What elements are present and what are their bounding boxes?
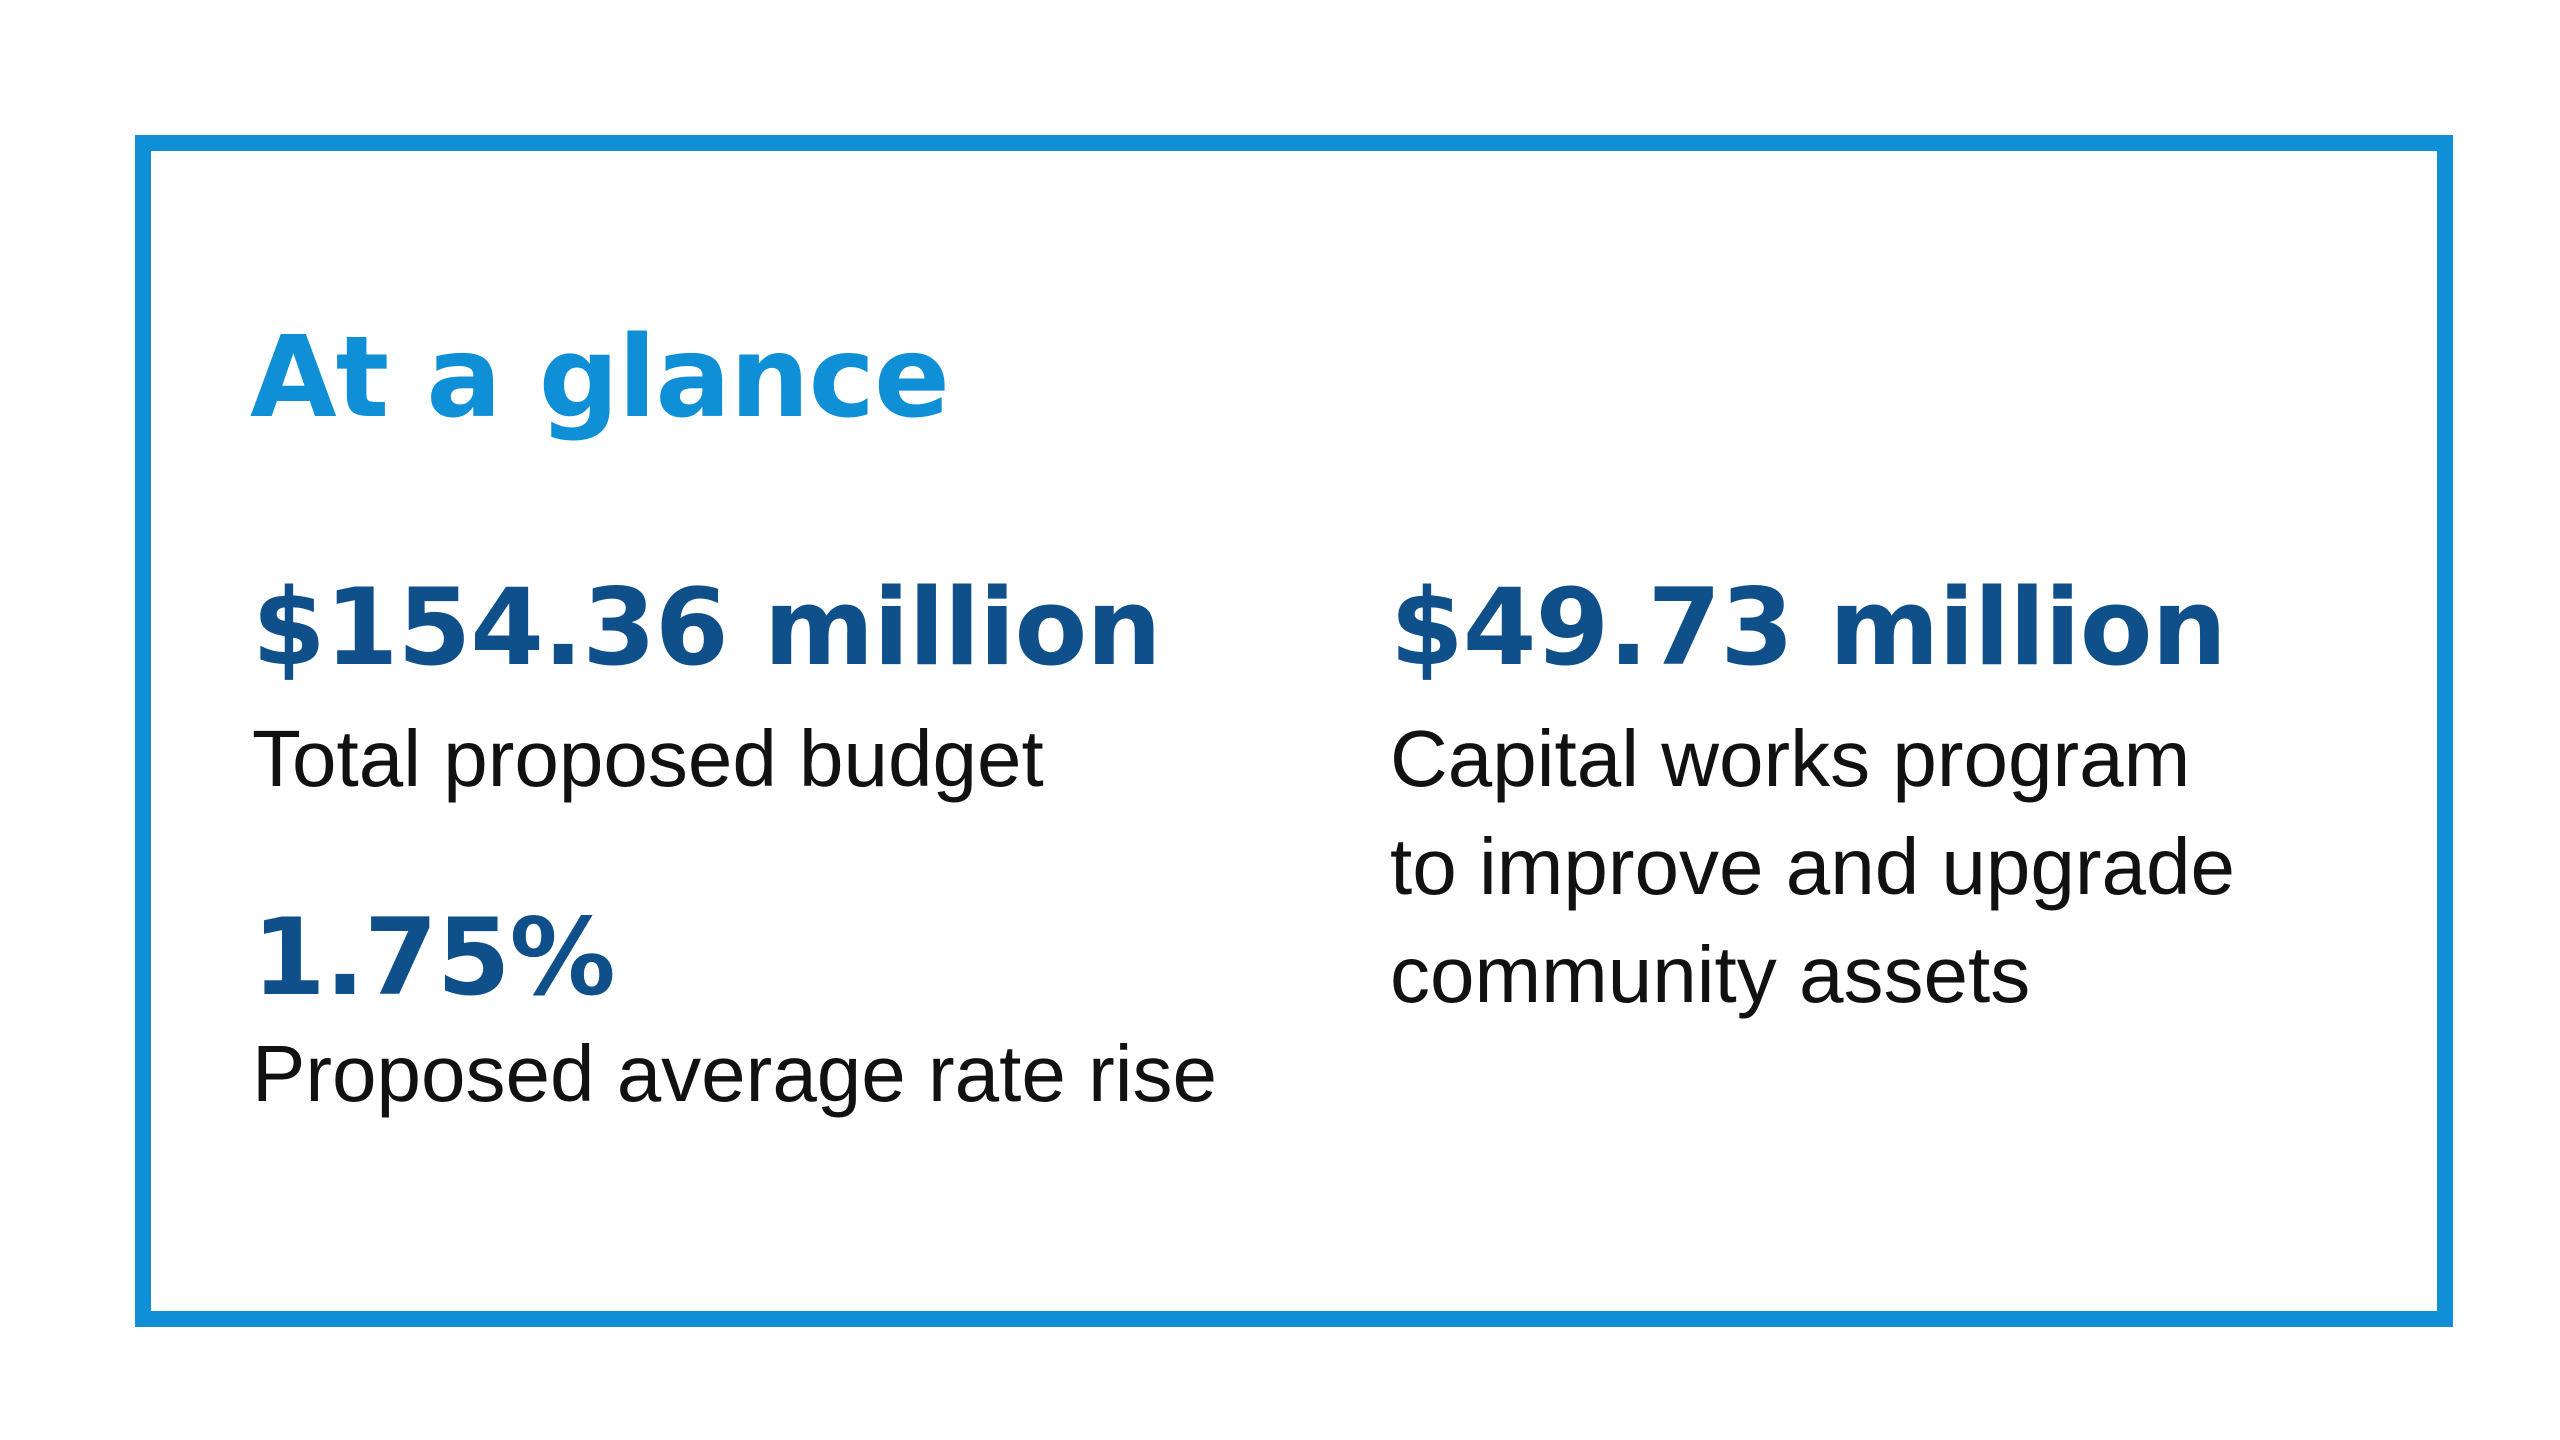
- stat-label: Proposed average rate rise: [252, 1029, 1217, 1118]
- stat-label: Capital works program to improve and upg…: [1390, 705, 2235, 1029]
- stat-label-line: to improve and upgrade: [1390, 822, 2235, 911]
- stat-value: $49.73 million: [1390, 566, 2227, 689]
- stat-label: Total proposed budget: [252, 714, 1044, 803]
- stat-value: 1.75%: [252, 896, 616, 1019]
- card-heading: At a glance: [250, 313, 950, 443]
- stat-label-line: community assets: [1390, 930, 2031, 1019]
- stat-value: $154.36 million: [252, 566, 1162, 689]
- stat-label-line: Capital works program: [1390, 714, 2191, 803]
- at-a-glance-card: [135, 135, 2453, 1327]
